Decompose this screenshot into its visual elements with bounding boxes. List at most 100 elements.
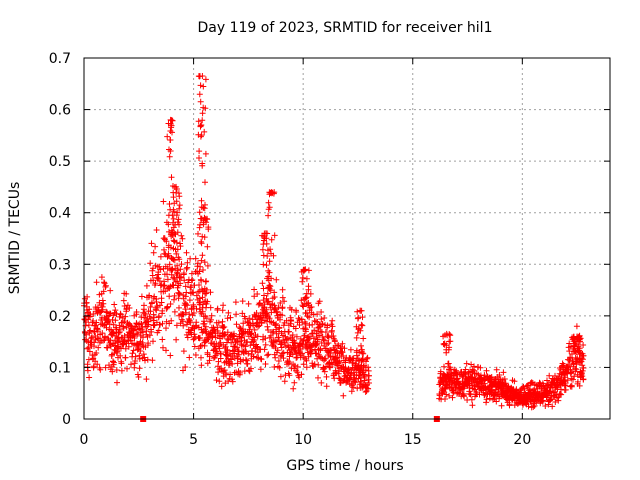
- x-tick-label: 10: [294, 432, 312, 448]
- data-point: [85, 344, 92, 351]
- data-point: [102, 333, 108, 340]
- data-point: [183, 289, 190, 296]
- data-point: [360, 335, 367, 342]
- data-point: [475, 371, 482, 378]
- data-point: [199, 342, 205, 349]
- data-point: [186, 297, 193, 304]
- data-point: [147, 260, 154, 267]
- data-point: [143, 376, 150, 383]
- data-point: [273, 309, 280, 316]
- data-point: [99, 303, 106, 310]
- data-point: [279, 304, 286, 311]
- data-point: [215, 319, 222, 326]
- data-point: [275, 358, 282, 364]
- y-tick-label: 0: [62, 412, 71, 428]
- data-point: [322, 355, 329, 362]
- data-point: [104, 344, 111, 351]
- data-point: [316, 298, 323, 305]
- data-point: [93, 350, 100, 356]
- data-point: [94, 361, 101, 368]
- data-point: [359, 322, 366, 329]
- data-point: [200, 83, 207, 90]
- data-point: [302, 326, 309, 333]
- data-point: [84, 345, 91, 352]
- data-point: [237, 369, 244, 376]
- data-point: [153, 307, 160, 314]
- data-point: [123, 290, 130, 297]
- data-point: [262, 361, 269, 367]
- data-point: [365, 385, 372, 392]
- data-point: [167, 116, 174, 123]
- data-point: [279, 294, 286, 301]
- data-point: [263, 262, 270, 269]
- data-point: [202, 150, 209, 157]
- data-point: [200, 204, 207, 211]
- data-point: [170, 237, 177, 244]
- data-point: [86, 374, 93, 381]
- data-point: [357, 307, 364, 314]
- data-point: [268, 250, 274, 257]
- data-point: [333, 355, 340, 362]
- data-point: [496, 372, 503, 378]
- data-point: [164, 133, 171, 140]
- data-point: [180, 348, 187, 355]
- data-point: [170, 206, 177, 213]
- data-point: [173, 189, 180, 196]
- data-point: [160, 198, 167, 205]
- data-point: [248, 365, 254, 372]
- data-point: [562, 386, 569, 393]
- data-point: [124, 302, 131, 309]
- data-point: [262, 230, 269, 237]
- data-point: [122, 313, 129, 320]
- data-point: [447, 332, 454, 339]
- data-point: [568, 369, 575, 375]
- data-point: [286, 328, 292, 335]
- data-point: [257, 366, 264, 373]
- data-point: [483, 396, 490, 403]
- data-point: [469, 366, 476, 373]
- data-point: [291, 362, 298, 369]
- data-point: [204, 298, 211, 305]
- data-point: [264, 253, 271, 259]
- data-point: [299, 350, 306, 357]
- data-point: [442, 396, 448, 402]
- data-point: [173, 183, 180, 190]
- data-point: [146, 332, 153, 339]
- data-point: [354, 308, 361, 315]
- data-point: [321, 368, 328, 375]
- data-point: [322, 329, 329, 335]
- data-point: [272, 354, 279, 361]
- data-point: [93, 279, 100, 286]
- data-point: [277, 316, 283, 323]
- data-point: [150, 338, 156, 345]
- data-point: [295, 348, 302, 355]
- data-point: [542, 403, 549, 409]
- ticks-layer: 0 0.1 0.2 0.3 0.4 0.5 0.6 0.7 0 5 10 15 20: [49, 51, 610, 448]
- data-point: [253, 310, 260, 316]
- data-point: [155, 275, 162, 282]
- data-point: [196, 91, 203, 98]
- data-point: [291, 379, 298, 386]
- data-point: [251, 337, 258, 343]
- data-point: [244, 318, 251, 325]
- data-point: [446, 366, 452, 373]
- data-point: [166, 201, 173, 207]
- data-point: [265, 327, 271, 333]
- data-point: [114, 379, 120, 386]
- data-point: [215, 358, 222, 365]
- data-point: [102, 282, 109, 289]
- data-point: [197, 98, 204, 105]
- data-point: [321, 315, 328, 321]
- data-point: [286, 359, 293, 366]
- data-point: [175, 295, 182, 302]
- data-point: [260, 285, 267, 292]
- data-point: [294, 369, 301, 376]
- data-point: [171, 296, 177, 303]
- data-point: [168, 124, 175, 131]
- data-point: [181, 277, 188, 284]
- data-point: [130, 327, 137, 334]
- data-point: [303, 275, 310, 282]
- data-point: [336, 359, 343, 366]
- data-point: [171, 308, 178, 315]
